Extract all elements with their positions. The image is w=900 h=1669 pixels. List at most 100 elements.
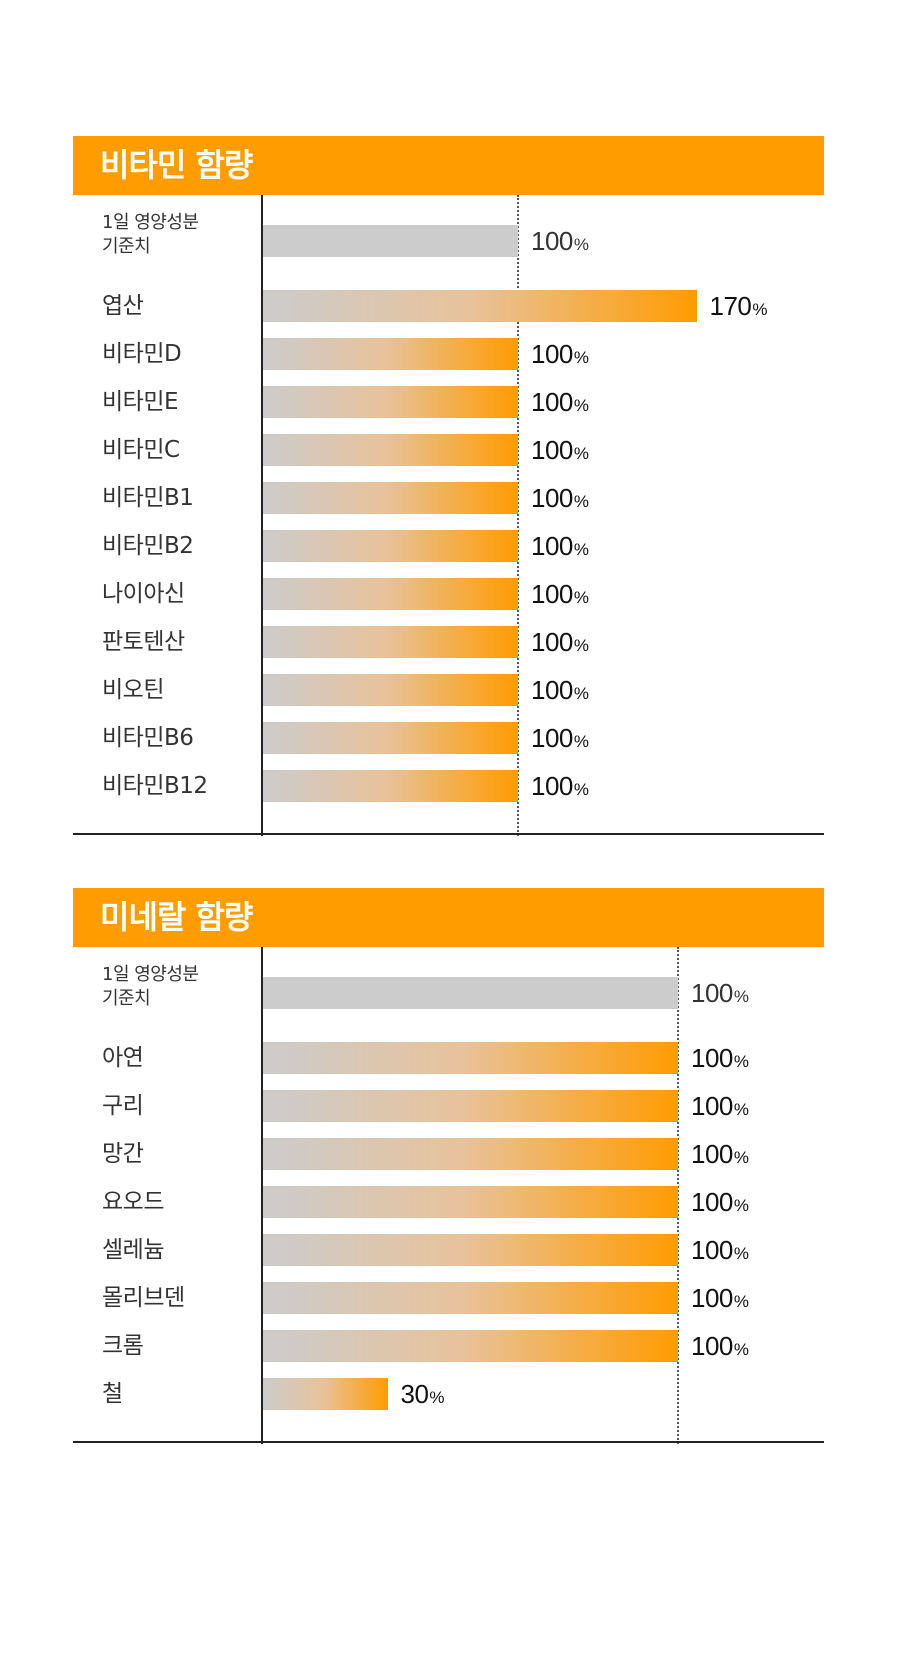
mineral-value-label: 100%	[691, 1042, 749, 1078]
vitamin-category-label: 비타민E	[102, 389, 179, 415]
vitamin-value: 100	[531, 579, 573, 609]
mineral-value: 100	[691, 1139, 733, 1169]
mineral-value-unit: %	[733, 987, 749, 1006]
vitamin-value-label: 100%	[531, 674, 589, 710]
vitamin-category-label: 비타민B1	[102, 485, 194, 511]
vitamin-bar-row: 비타민B1 100%	[73, 482, 824, 514]
mineral-category-label: 구리	[102, 1093, 144, 1119]
vitamin-value-unit: %	[573, 636, 589, 655]
vitamin-value-label: 100%	[531, 626, 589, 662]
vitamin-value-unit: %	[573, 540, 589, 559]
mineral-category-label: 몰리브덴	[102, 1285, 185, 1311]
vitamin-category-label: 비타민D	[102, 341, 182, 367]
vitamin-chart: 비타민 함량 1일 영양성분 기준치 100% 엽산 170% 비타민D 100% 비타민E…	[73, 136, 824, 836]
mineral-value: 100	[691, 1235, 733, 1265]
vitamin-value-unit: %	[573, 684, 589, 703]
mineral-category-label: 아연	[102, 1045, 144, 1071]
mineral-value-unit: %	[733, 1244, 749, 1263]
mineral-value-label: 100%	[691, 1186, 749, 1222]
vitamin-value-unit: %	[573, 348, 589, 367]
vitamin-reference-value: 100	[531, 226, 573, 256]
vitamin-bar-row: 비타민D 100%	[73, 338, 824, 370]
mineral-value-label: 100%	[691, 1090, 749, 1126]
mineral-value-label: 100%	[691, 1330, 749, 1366]
mineral-value: 30	[400, 1379, 429, 1409]
mineral-value: 100	[691, 1091, 733, 1121]
vitamin-reference-value-label: 100%	[531, 225, 589, 261]
vitamin-bar	[263, 338, 518, 370]
mineral-value: 100	[691, 1043, 733, 1073]
vitamin-bar-row: 판토텐산 100%	[73, 626, 824, 658]
vitamin-value-label: 100%	[531, 434, 589, 470]
vitamin-chart-header: 비타민 함량	[73, 136, 824, 195]
mineral-bar-row: 망간 100%	[73, 1138, 824, 1170]
mineral-bar-row: 요오드 100%	[73, 1186, 824, 1218]
vitamin-bar	[263, 290, 697, 322]
vitamin-category-label: 비타민C	[102, 437, 180, 463]
mineral-bar	[263, 1042, 678, 1074]
mineral-reference-value: 100	[691, 978, 733, 1008]
vitamin-value: 100	[531, 627, 573, 657]
mineral-value-unit: %	[733, 1100, 749, 1119]
vitamin-bar-row: 비타민C 100%	[73, 434, 824, 466]
vitamin-value-unit: %	[573, 444, 589, 463]
mineral-reference-value-label: 100%	[691, 977, 749, 1013]
vitamin-category-label: 나이아신	[102, 581, 185, 607]
vitamin-category-label: 비타민B6	[102, 725, 194, 751]
mineral-bar-row: 크롬 100%	[73, 1330, 824, 1362]
vitamin-value: 100	[531, 387, 573, 417]
vitamin-bar-row: 비타민B2 100%	[73, 530, 824, 562]
vitamin-reference-bar	[263, 225, 518, 257]
mineral-value-label: 100%	[691, 1138, 749, 1174]
vitamin-reference-row: 1일 영양성분 기준치 100%	[73, 212, 824, 257]
mineral-bar	[263, 1234, 678, 1266]
vitamin-bar-row: 비오틴 100%	[73, 674, 824, 706]
vitamin-value: 100	[531, 435, 573, 465]
mineral-chart-reference-line	[677, 947, 679, 1444]
mineral-category-label: 망간	[102, 1141, 144, 1167]
mineral-value: 100	[691, 1187, 733, 1217]
mineral-value-label: 100%	[691, 1282, 749, 1318]
mineral-category-label: 철	[102, 1381, 123, 1407]
vitamin-value: 100	[531, 339, 573, 369]
vitamin-value-label: 100%	[531, 386, 589, 422]
mineral-chart-x-axis	[73, 1441, 824, 1443]
mineral-bar-row: 구리 100%	[73, 1090, 824, 1122]
vitamin-category-label: 판토텐산	[102, 629, 185, 655]
vitamin-value: 100	[531, 723, 573, 753]
mineral-category-label: 셀레늄	[102, 1237, 164, 1263]
vitamin-reference-label: 1일 영양성분 기준치	[102, 212, 199, 257]
mineral-bar	[263, 1186, 678, 1218]
mineral-value: 100	[691, 1283, 733, 1313]
vitamin-value: 100	[531, 483, 573, 513]
mineral-chart-header: 미네랄 함량	[73, 888, 824, 947]
mineral-chart-title: 미네랄 함량	[100, 898, 253, 936]
vitamin-bar-row: 나이아신 100%	[73, 578, 824, 610]
mineral-bar	[263, 1138, 678, 1170]
mineral-reference-bar	[263, 977, 678, 1009]
vitamin-chart-x-axis	[73, 833, 824, 835]
vitamin-value-label: 100%	[531, 338, 589, 374]
mineral-bar	[263, 1090, 678, 1122]
mineral-category-label: 요오드	[102, 1189, 164, 1215]
vitamin-bar	[263, 722, 518, 754]
mineral-chart-y-axis	[261, 947, 263, 1444]
vitamin-bar	[263, 530, 518, 562]
vitamin-chart-title: 비타민 함량	[100, 146, 253, 184]
mineral-value-label: 30%	[401, 1378, 445, 1414]
vitamin-category-label: 비타민B2	[102, 533, 194, 559]
vitamin-value-unit: %	[752, 300, 768, 319]
vitamin-value-label: 100%	[531, 482, 589, 518]
vitamin-bar	[263, 626, 518, 658]
mineral-value-unit: %	[733, 1052, 749, 1071]
vitamin-value-unit: %	[573, 780, 589, 799]
mineral-bar-row: 셀레늄 100%	[73, 1234, 824, 1266]
mineral-value-unit: %	[733, 1196, 749, 1215]
mineral-bar	[263, 1282, 678, 1314]
mineral-bar-row: 철 30%	[73, 1378, 824, 1410]
mineral-value-unit: %	[733, 1340, 749, 1359]
vitamin-bar-row: 비타민E 100%	[73, 386, 824, 418]
vitamin-value-unit: %	[573, 396, 589, 415]
mineral-bar-row: 몰리브덴 100%	[73, 1282, 824, 1314]
vitamin-value: 170	[709, 291, 752, 321]
